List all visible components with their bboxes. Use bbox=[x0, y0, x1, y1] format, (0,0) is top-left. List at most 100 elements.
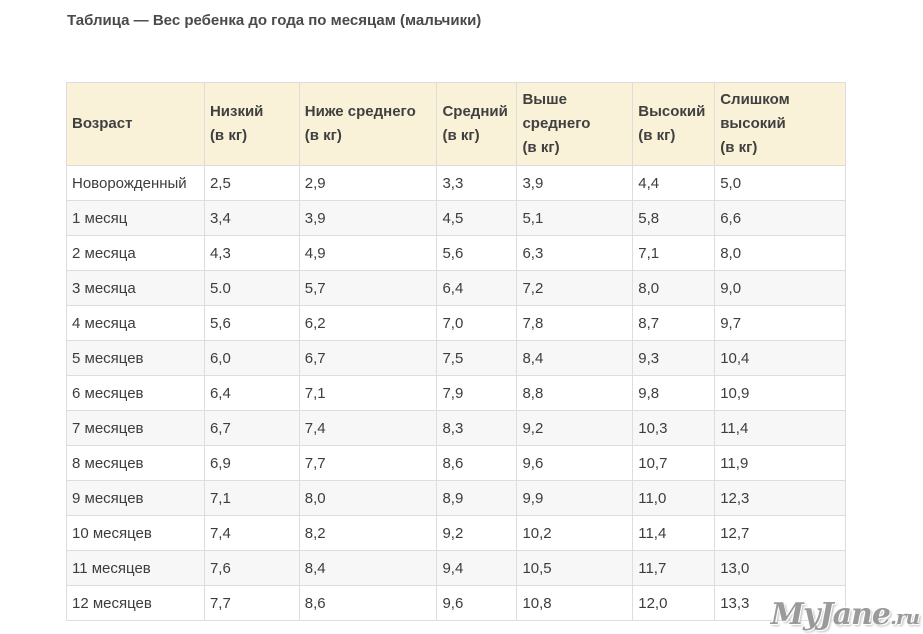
table-row: 1 месяц 3,4 3,9 4,5 5,1 5,8 6,6 bbox=[66, 200, 846, 236]
table-row: 2 месяца 4,3 4,9 5,6 6,3 7,1 8,0 bbox=[66, 235, 846, 271]
weight-cell: 10,2 bbox=[516, 515, 634, 551]
weight-cell: 9,6 bbox=[436, 585, 518, 621]
table-row: 8 месяцев 6,9 7,7 8,6 9,6 10,7 11,9 bbox=[66, 445, 846, 481]
age-cell: 5 месяцев bbox=[66, 340, 205, 376]
column-header-line: Высокий bbox=[638, 103, 706, 120]
weight-cell: 8,7 bbox=[632, 305, 716, 341]
weight-cell: 6,9 bbox=[203, 445, 300, 481]
age-cell: 10 месяцев bbox=[66, 515, 205, 551]
weight-cell: 9,7 bbox=[714, 305, 846, 341]
column-header: Возраст bbox=[66, 82, 205, 166]
weight-cell: 10,9 bbox=[714, 375, 846, 411]
weight-cell: 10,3 bbox=[632, 410, 716, 446]
weight-cell: 5.0 bbox=[203, 270, 300, 306]
weight-cell: 6,2 bbox=[298, 305, 438, 341]
weight-cell: 7,1 bbox=[298, 375, 438, 411]
age-cell: 11 месяцев bbox=[66, 550, 205, 586]
age-cell: 4 месяца bbox=[66, 305, 205, 341]
column-header-line: Слишком bbox=[720, 91, 790, 108]
table-row: 12 месяцев 7,7 8,6 9,6 10,8 12,0 13,3 bbox=[66, 585, 846, 621]
weight-cell: 11,9 bbox=[714, 445, 846, 481]
column-header-line: среднего bbox=[522, 115, 591, 132]
weight-cell: 8,6 bbox=[436, 445, 518, 481]
column-header-line: Средний bbox=[442, 103, 508, 120]
weight-cell: 5,6 bbox=[436, 235, 518, 271]
age-cell: 6 месяцев bbox=[66, 375, 205, 411]
weight-cell: 6,0 bbox=[203, 340, 300, 376]
table-header: Возраст Низкий (в кг) Ниже среднего (в кг) Ср… bbox=[66, 82, 846, 166]
page-title: Таблица — Вес ребенка до года по месяцам… bbox=[67, 12, 482, 29]
weight-cell: 5,1 bbox=[516, 200, 634, 236]
column-header: Средний (в кг) bbox=[436, 82, 518, 166]
column-header-line: высокий bbox=[720, 115, 786, 132]
table-row: 6 месяцев 6,4 7,1 7,9 8,8 9,8 10,9 bbox=[66, 375, 846, 411]
watermark-name: MyJane bbox=[770, 597, 891, 632]
weight-cell: 8,9 bbox=[436, 480, 518, 516]
weight-cell: 7,0 bbox=[436, 305, 518, 341]
weight-cell: 7,1 bbox=[203, 480, 300, 516]
table-row: 9 месяцев 7,1 8,0 8,9 9,9 11,0 12,3 bbox=[66, 480, 846, 516]
weight-cell: 7,6 bbox=[203, 550, 300, 586]
weight-cell: 12,0 bbox=[632, 585, 716, 621]
weight-cell: 13,0 bbox=[714, 550, 846, 586]
weight-cell: 8,6 bbox=[298, 585, 438, 621]
weight-cell: 6,3 bbox=[516, 235, 634, 271]
table-row: 5 месяцев 6,0 6,7 7,5 8,4 9,3 10,4 bbox=[66, 340, 846, 376]
weight-cell: 6,4 bbox=[203, 375, 300, 411]
weight-cell: 4,9 bbox=[298, 235, 438, 271]
age-cell: 12 месяцев bbox=[66, 585, 205, 621]
weight-cell: 8,4 bbox=[516, 340, 634, 376]
weight-cell: 7,1 bbox=[632, 235, 716, 271]
weight-cell: 3,3 bbox=[436, 165, 518, 201]
weight-cell: 10,5 bbox=[516, 550, 634, 586]
column-header: Выше среднего (в кг) bbox=[516, 82, 634, 166]
weight-cell: 5,6 bbox=[203, 305, 300, 341]
weight-cell: 9,3 bbox=[632, 340, 716, 376]
weight-cell: 8,0 bbox=[632, 270, 716, 306]
weight-cell: 9,4 bbox=[436, 550, 518, 586]
weight-cell: 9,0 bbox=[714, 270, 846, 306]
age-cell: 8 месяцев bbox=[66, 445, 205, 481]
weight-cell: 7,7 bbox=[298, 445, 438, 481]
table-row: 11 месяцев 7,6 8,4 9,4 10,5 11,7 13,0 bbox=[66, 550, 846, 586]
weight-cell: 11,0 bbox=[632, 480, 716, 516]
weight-cell: 7,4 bbox=[203, 515, 300, 551]
weight-cell: 9,2 bbox=[516, 410, 634, 446]
header-row: Возраст Низкий (в кг) Ниже среднего (в кг) Ср… bbox=[66, 82, 846, 166]
table-body: Новорожденный 2,5 2,9 3,3 3,9 4,4 5,0 1 месяц 3,… bbox=[66, 165, 846, 621]
table-row: Новорожденный 2,5 2,9 3,3 3,9 4,4 5,0 bbox=[66, 165, 846, 201]
weight-cell: 8,0 bbox=[298, 480, 438, 516]
column-header-line: Низкий bbox=[209, 103, 264, 120]
site-watermark: MyJane.ru bbox=[770, 597, 920, 632]
weight-cell: 9,9 bbox=[516, 480, 634, 516]
table-row: 10 месяцев 7,4 8,2 9,2 10,2 11,4 12,7 bbox=[66, 515, 846, 551]
weight-cell: 7,4 bbox=[298, 410, 438, 446]
weight-cell: 4,3 bbox=[203, 235, 300, 271]
weight-cell: 11,4 bbox=[714, 410, 846, 446]
column-header-line: (в кг) bbox=[522, 139, 560, 156]
weight-cell: 3,4 bbox=[203, 200, 300, 236]
weight-cell: 6,7 bbox=[298, 340, 438, 376]
weight-cell: 12,7 bbox=[714, 515, 846, 551]
column-header: Низкий (в кг) bbox=[203, 82, 300, 166]
age-cell: 2 месяца bbox=[66, 235, 205, 271]
column-header: Высокий (в кг) bbox=[632, 82, 716, 166]
weight-cell: 6,7 bbox=[203, 410, 300, 446]
weight-cell: 5,0 bbox=[714, 165, 846, 201]
weight-cell: 10,8 bbox=[516, 585, 634, 621]
weight-cell: 8,8 bbox=[516, 375, 634, 411]
weight-cell: 10,4 bbox=[714, 340, 846, 376]
weight-cell: 13,3 bbox=[714, 585, 846, 621]
column-header-line: (в кг) bbox=[638, 127, 676, 144]
weight-cell: 11,4 bbox=[632, 515, 716, 551]
weight-cell: 6,4 bbox=[436, 270, 518, 306]
weight-cell: 9,2 bbox=[436, 515, 518, 551]
weight-cell: 7,8 bbox=[516, 305, 634, 341]
weight-cell: 5,8 bbox=[632, 200, 716, 236]
weight-cell: 2,9 bbox=[298, 165, 438, 201]
column-header-line: Выше bbox=[522, 91, 567, 108]
weight-cell: 3,9 bbox=[516, 165, 634, 201]
weight-cell: 7,5 bbox=[436, 340, 518, 376]
table-row: 3 месяца 5.0 5,7 6,4 7,2 8,0 9,0 bbox=[66, 270, 846, 306]
